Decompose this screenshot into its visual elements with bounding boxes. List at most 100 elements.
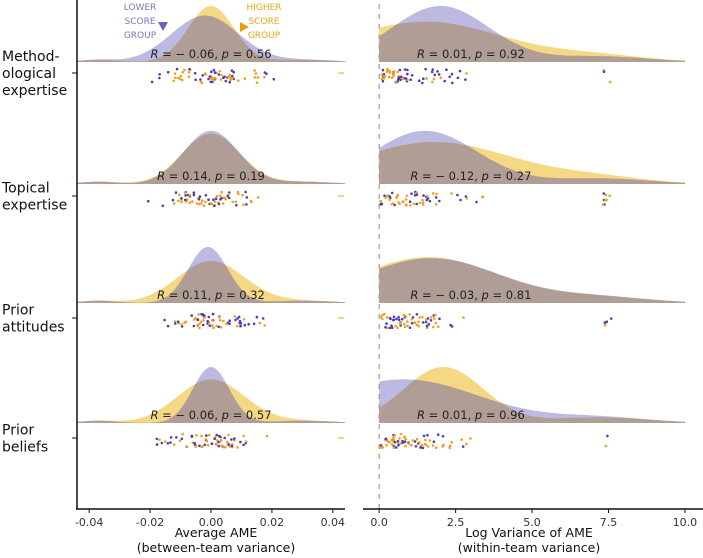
point-lower xyxy=(194,78,197,82)
point-higher xyxy=(209,77,213,80)
point-higher xyxy=(198,326,201,330)
point-lower xyxy=(201,74,204,77)
point-lower xyxy=(219,435,222,439)
point-lower xyxy=(230,69,234,72)
point-higher xyxy=(406,320,409,324)
point-higher xyxy=(215,442,219,446)
point-higher xyxy=(186,198,189,201)
point-higher xyxy=(418,201,422,205)
point-lower xyxy=(450,325,454,328)
point-lower xyxy=(432,440,436,444)
point-higher xyxy=(412,202,416,206)
point-lower xyxy=(426,433,429,437)
point-lower xyxy=(396,439,400,443)
point-lower xyxy=(180,196,183,200)
point-lower xyxy=(166,324,170,328)
point-higher xyxy=(207,433,211,437)
point-higher xyxy=(256,196,260,199)
point-lower xyxy=(438,199,441,203)
point-higher xyxy=(428,439,432,442)
point-lower xyxy=(410,192,413,195)
point-higher xyxy=(382,74,386,78)
point-lower xyxy=(436,433,440,437)
point-higher xyxy=(424,438,427,442)
point-lower xyxy=(392,318,396,322)
point-lower xyxy=(603,321,606,324)
point-higher xyxy=(388,198,391,201)
point-lower xyxy=(201,313,205,316)
point-lower xyxy=(175,436,178,439)
point-lower xyxy=(213,71,217,74)
row-label: Prior xyxy=(2,423,34,439)
point-higher xyxy=(385,316,389,319)
point-lower xyxy=(245,203,248,206)
point-higher xyxy=(215,324,218,328)
point-lower xyxy=(458,69,462,73)
point-lower xyxy=(198,444,201,448)
point-higher xyxy=(235,324,239,328)
density-overlap xyxy=(379,258,685,303)
point-higher xyxy=(460,438,463,441)
point-higher xyxy=(441,445,445,448)
point-higher xyxy=(215,439,219,442)
point-lower xyxy=(212,198,215,201)
row-label: expertise xyxy=(2,198,67,214)
x-tick-label: 10.0 xyxy=(673,516,698,529)
point-lower xyxy=(224,79,228,83)
point-lower xyxy=(411,316,415,319)
point-lower xyxy=(390,326,394,330)
point-higher xyxy=(408,313,411,316)
row-0: R = − 0.06, p = 0.56 Method-ologicalexper… xyxy=(2,6,345,99)
point-lower xyxy=(217,202,221,206)
point-higher xyxy=(465,197,469,200)
point-lower xyxy=(424,320,428,324)
point-lower xyxy=(433,73,437,77)
point-lower xyxy=(234,318,237,322)
point-lower xyxy=(192,193,196,197)
point-higher xyxy=(263,75,266,79)
point-lower xyxy=(400,317,404,321)
point-lower xyxy=(436,70,439,73)
row-label: expertise xyxy=(2,83,67,99)
point-higher xyxy=(448,444,452,448)
point-lower xyxy=(207,198,210,201)
point-lower xyxy=(207,77,210,81)
point-higher xyxy=(393,434,397,437)
point-higher xyxy=(434,203,438,206)
point-lower xyxy=(385,322,388,325)
point-higher xyxy=(229,76,232,80)
point-lower xyxy=(174,191,178,194)
point-higher xyxy=(234,200,238,204)
row-label: Method- xyxy=(2,49,60,65)
point-higher xyxy=(481,195,485,199)
point-lower xyxy=(217,444,221,448)
point-higher xyxy=(180,200,183,204)
point-lower xyxy=(239,440,242,444)
point-lower xyxy=(429,319,433,322)
point-higher xyxy=(179,74,183,78)
point-lower xyxy=(180,437,184,441)
x-tick-label: -0.04 xyxy=(75,516,103,529)
x-tick-label: 2.5 xyxy=(447,516,465,529)
point-lower xyxy=(206,319,209,323)
point-higher xyxy=(450,441,454,444)
point-higher xyxy=(256,76,260,79)
point-higher xyxy=(380,73,384,76)
point-higher xyxy=(404,198,408,201)
point-lower xyxy=(390,324,393,328)
point-higher xyxy=(211,318,214,322)
point-higher xyxy=(164,440,167,443)
point-higher xyxy=(426,195,429,198)
point-lower xyxy=(190,434,194,438)
point-higher xyxy=(204,200,207,204)
point-higher xyxy=(255,81,259,84)
point-higher xyxy=(424,318,428,321)
point-lower xyxy=(175,67,179,71)
point-lower xyxy=(438,317,441,321)
row-3: R = 0.01, p = 0.96 xyxy=(338,367,685,450)
correlation-annotation: R = 0.11, p = 0.32 xyxy=(157,288,265,302)
point-lower xyxy=(415,313,419,316)
point-higher xyxy=(608,194,611,197)
point-higher xyxy=(237,79,240,82)
